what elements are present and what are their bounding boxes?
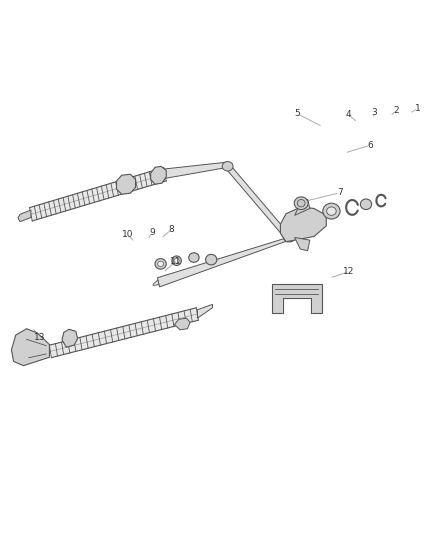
Polygon shape — [280, 207, 326, 241]
Ellipse shape — [222, 161, 233, 171]
Polygon shape — [49, 308, 198, 358]
Polygon shape — [151, 166, 166, 184]
Text: 9: 9 — [149, 228, 155, 237]
Polygon shape — [198, 304, 212, 318]
Polygon shape — [165, 162, 228, 179]
Text: 7: 7 — [337, 188, 343, 197]
Text: 8: 8 — [169, 225, 174, 234]
Ellipse shape — [205, 254, 217, 265]
Polygon shape — [117, 174, 135, 194]
Ellipse shape — [283, 230, 297, 242]
Text: 12: 12 — [343, 267, 354, 276]
Polygon shape — [295, 199, 310, 215]
Polygon shape — [153, 280, 159, 286]
Polygon shape — [174, 318, 190, 330]
Ellipse shape — [284, 234, 292, 241]
Ellipse shape — [155, 259, 166, 269]
Text: 6: 6 — [367, 141, 373, 150]
Text: 3: 3 — [371, 108, 377, 117]
Ellipse shape — [189, 253, 199, 262]
Ellipse shape — [294, 197, 308, 209]
Polygon shape — [18, 210, 31, 222]
Polygon shape — [295, 238, 310, 251]
Text: 11: 11 — [170, 257, 181, 266]
Polygon shape — [226, 164, 290, 240]
Polygon shape — [11, 329, 49, 366]
Ellipse shape — [297, 199, 305, 207]
Text: 13: 13 — [34, 333, 45, 342]
Text: 1: 1 — [415, 104, 421, 113]
Text: 5: 5 — [294, 109, 300, 118]
Polygon shape — [29, 167, 166, 221]
Text: 10: 10 — [123, 230, 134, 239]
Text: 4: 4 — [346, 110, 352, 119]
Polygon shape — [283, 298, 311, 314]
Ellipse shape — [360, 199, 372, 209]
Polygon shape — [272, 284, 321, 313]
Ellipse shape — [174, 258, 179, 263]
Ellipse shape — [158, 261, 164, 266]
Ellipse shape — [172, 256, 181, 265]
Text: 2: 2 — [393, 107, 399, 116]
Ellipse shape — [327, 207, 336, 215]
Ellipse shape — [323, 203, 340, 219]
Polygon shape — [157, 236, 293, 287]
Polygon shape — [62, 329, 78, 347]
